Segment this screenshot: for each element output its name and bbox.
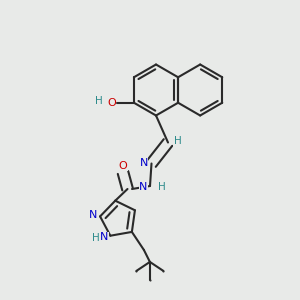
Text: H: H [174,136,182,146]
Text: N: N [89,210,98,220]
Text: H: H [94,96,102,106]
Text: N: N [100,232,108,242]
Text: N: N [140,158,148,168]
Text: O: O [118,161,127,171]
Text: N: N [139,182,148,193]
Text: H: H [158,182,166,193]
Text: H: H [92,233,100,243]
Text: O: O [107,98,116,108]
